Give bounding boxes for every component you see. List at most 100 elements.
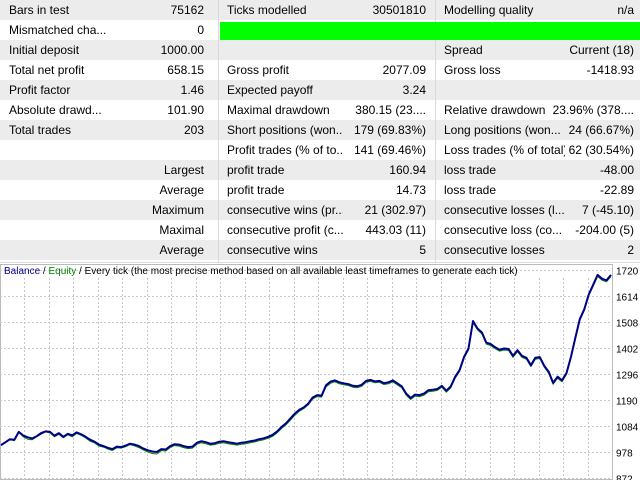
report-label: [0, 160, 120, 180]
report-label: [0, 180, 120, 200]
report-label: profit trade: [227, 183, 285, 197]
report-label: Total trades: [9, 123, 72, 137]
report-label: Gross profit: [227, 63, 290, 77]
report-label: Profit factor: [9, 83, 71, 97]
report-label: Initial deposit: [9, 43, 80, 57]
report-value: 23.96% (378....: [552, 103, 634, 117]
report-label: Short positions (won...: [227, 123, 343, 137]
report-value: Largest: [163, 163, 204, 177]
report-value: -22.89: [599, 183, 634, 197]
report-row: Maximum consecutive wins (pr... 21 (302.97…: [0, 200, 640, 220]
y-tick-label: 1296: [616, 371, 639, 382]
report-table: Bars in test 75162 Ticks modelled 30501810 M…: [0, 0, 640, 263]
report-label: [0, 240, 120, 260]
report-label: Ticks modelled: [227, 3, 307, 17]
report-label: Expected payoff: [227, 83, 313, 97]
report-label: Relative drawdown: [444, 103, 546, 117]
y-tick-label: 1614: [616, 293, 639, 304]
report-value: [110, 140, 210, 160]
report-row: Largest profit trade 160.94 loss trade -48.0…: [0, 160, 640, 180]
report-value: Current (18): [569, 43, 634, 57]
report-value: Average: [159, 243, 204, 257]
report-row: Total trades 203 Short positions (won... 17…: [0, 120, 640, 140]
report-label: [0, 140, 120, 160]
report-value: 3.24: [402, 83, 426, 97]
report-label: Spread: [444, 43, 483, 57]
modelling-quality-bar: [220, 22, 640, 40]
report-value: 21 (302.97): [364, 203, 426, 217]
report-row: Bars in test 75162 Ticks modelled 30501810 M…: [0, 0, 640, 20]
report-value: 1000.00: [160, 43, 204, 57]
report-value: -204.00 (5): [575, 223, 634, 237]
report-value: 75162: [170, 3, 204, 17]
y-tick-label: 1720: [616, 267, 639, 278]
report-value: 658.15: [167, 63, 204, 77]
balance-series-line: [0, 273, 612, 453]
report-row: Profit factor 1.46 Expected payoff 3.24: [0, 80, 640, 100]
report-label: loss trade: [444, 163, 497, 177]
report-label: [435, 80, 565, 100]
report-label: consecutive wins (pr...: [227, 203, 343, 217]
table-divider: [218, 0, 219, 263]
report-value: 14.73: [395, 183, 426, 197]
y-tick-label: 1402: [616, 345, 639, 356]
table-divider: [435, 0, 436, 263]
report-label: Long positions (won...: [444, 123, 561, 137]
report-value: 24 (66.67%): [568, 123, 634, 137]
y-tick-label: 1190: [616, 397, 638, 408]
report-label: Gross loss: [444, 63, 501, 77]
report-value: Maximum: [151, 203, 204, 217]
report-value: Maximal: [159, 223, 204, 237]
report-row: Average profit trade 14.73 loss trade -22.89: [0, 180, 640, 200]
report-row: Average consecutive wins 5 consecutive loss…: [0, 240, 640, 260]
report-value: -1418.93: [586, 63, 634, 77]
report-label: Absolute drawd...: [9, 103, 102, 117]
report-label: consecutive profit (c...: [227, 223, 343, 237]
report-label: profit trade: [227, 163, 285, 177]
report-label: Bars in test: [9, 3, 70, 17]
report-value: 101.90: [167, 103, 204, 117]
legend-separator: /: [76, 266, 85, 277]
report-label: consecutive losses: [444, 243, 545, 257]
report-label: consecutive wins: [227, 243, 318, 257]
balance-equity-chart: 1720 1614 1508 1402 1296 1190 1084 978 872 Balan…: [0, 264, 640, 480]
report-value: 7 (-45.10): [581, 203, 634, 217]
report-row: Mismatched cha... 0: [0, 20, 640, 40]
legend-description: Every tick (the most precise method base…: [84, 266, 518, 277]
report-label: [0, 220, 120, 240]
report-label: Modelling quality: [444, 3, 534, 17]
report-value: 2: [627, 243, 634, 257]
report-value: [338, 40, 432, 60]
report-value: 160.94: [389, 163, 426, 177]
report-label: consecutive loss (co...: [444, 223, 563, 237]
report-row: Initial deposit 1000.00 Spread Current (18): [0, 40, 640, 60]
legend-balance: Balance: [4, 266, 41, 277]
table-divider: [0, 262, 640, 263]
y-tick-label: 1508: [616, 319, 639, 330]
report-label: Total net profit: [9, 63, 85, 77]
report-label: Profit trades (% of to...: [227, 143, 343, 157]
y-tick-label: 872: [616, 475, 633, 480]
report-label: loss trade: [444, 183, 497, 197]
report-value: n/a: [617, 3, 634, 17]
legend-equity: Equity: [48, 266, 77, 277]
plot-frame: [0, 264, 613, 480]
y-tick-label: 1084: [616, 423, 639, 434]
report-value: -48.00: [599, 163, 634, 177]
report-value: Average: [159, 183, 204, 197]
report-value: 0: [197, 23, 204, 37]
report-value: 380.15 (23....: [355, 103, 426, 117]
y-tick-label: 978: [616, 449, 633, 460]
report-value: 179 (69.83%): [353, 123, 426, 137]
report-row: Profit trades (% of to... 141 (69.46%) Los…: [0, 140, 640, 160]
chart-svg: 1720 1614 1508 1402 1296 1190 1084 978 872: [0, 264, 639, 480]
report-value: 5: [419, 243, 426, 257]
report-value: [550, 80, 640, 100]
report-value: 141 (69.46%): [353, 143, 426, 157]
report-row: Maximal consecutive profit (c... 443.03 (1…: [0, 220, 640, 240]
report-label: [218, 40, 343, 60]
chart-legend: Balance / Equity / Every tick (the most …: [4, 266, 518, 277]
report-label: [0, 200, 120, 220]
report-value: 62 (30.54%): [568, 143, 634, 157]
report-label: consecutive losses (l...: [444, 203, 565, 217]
